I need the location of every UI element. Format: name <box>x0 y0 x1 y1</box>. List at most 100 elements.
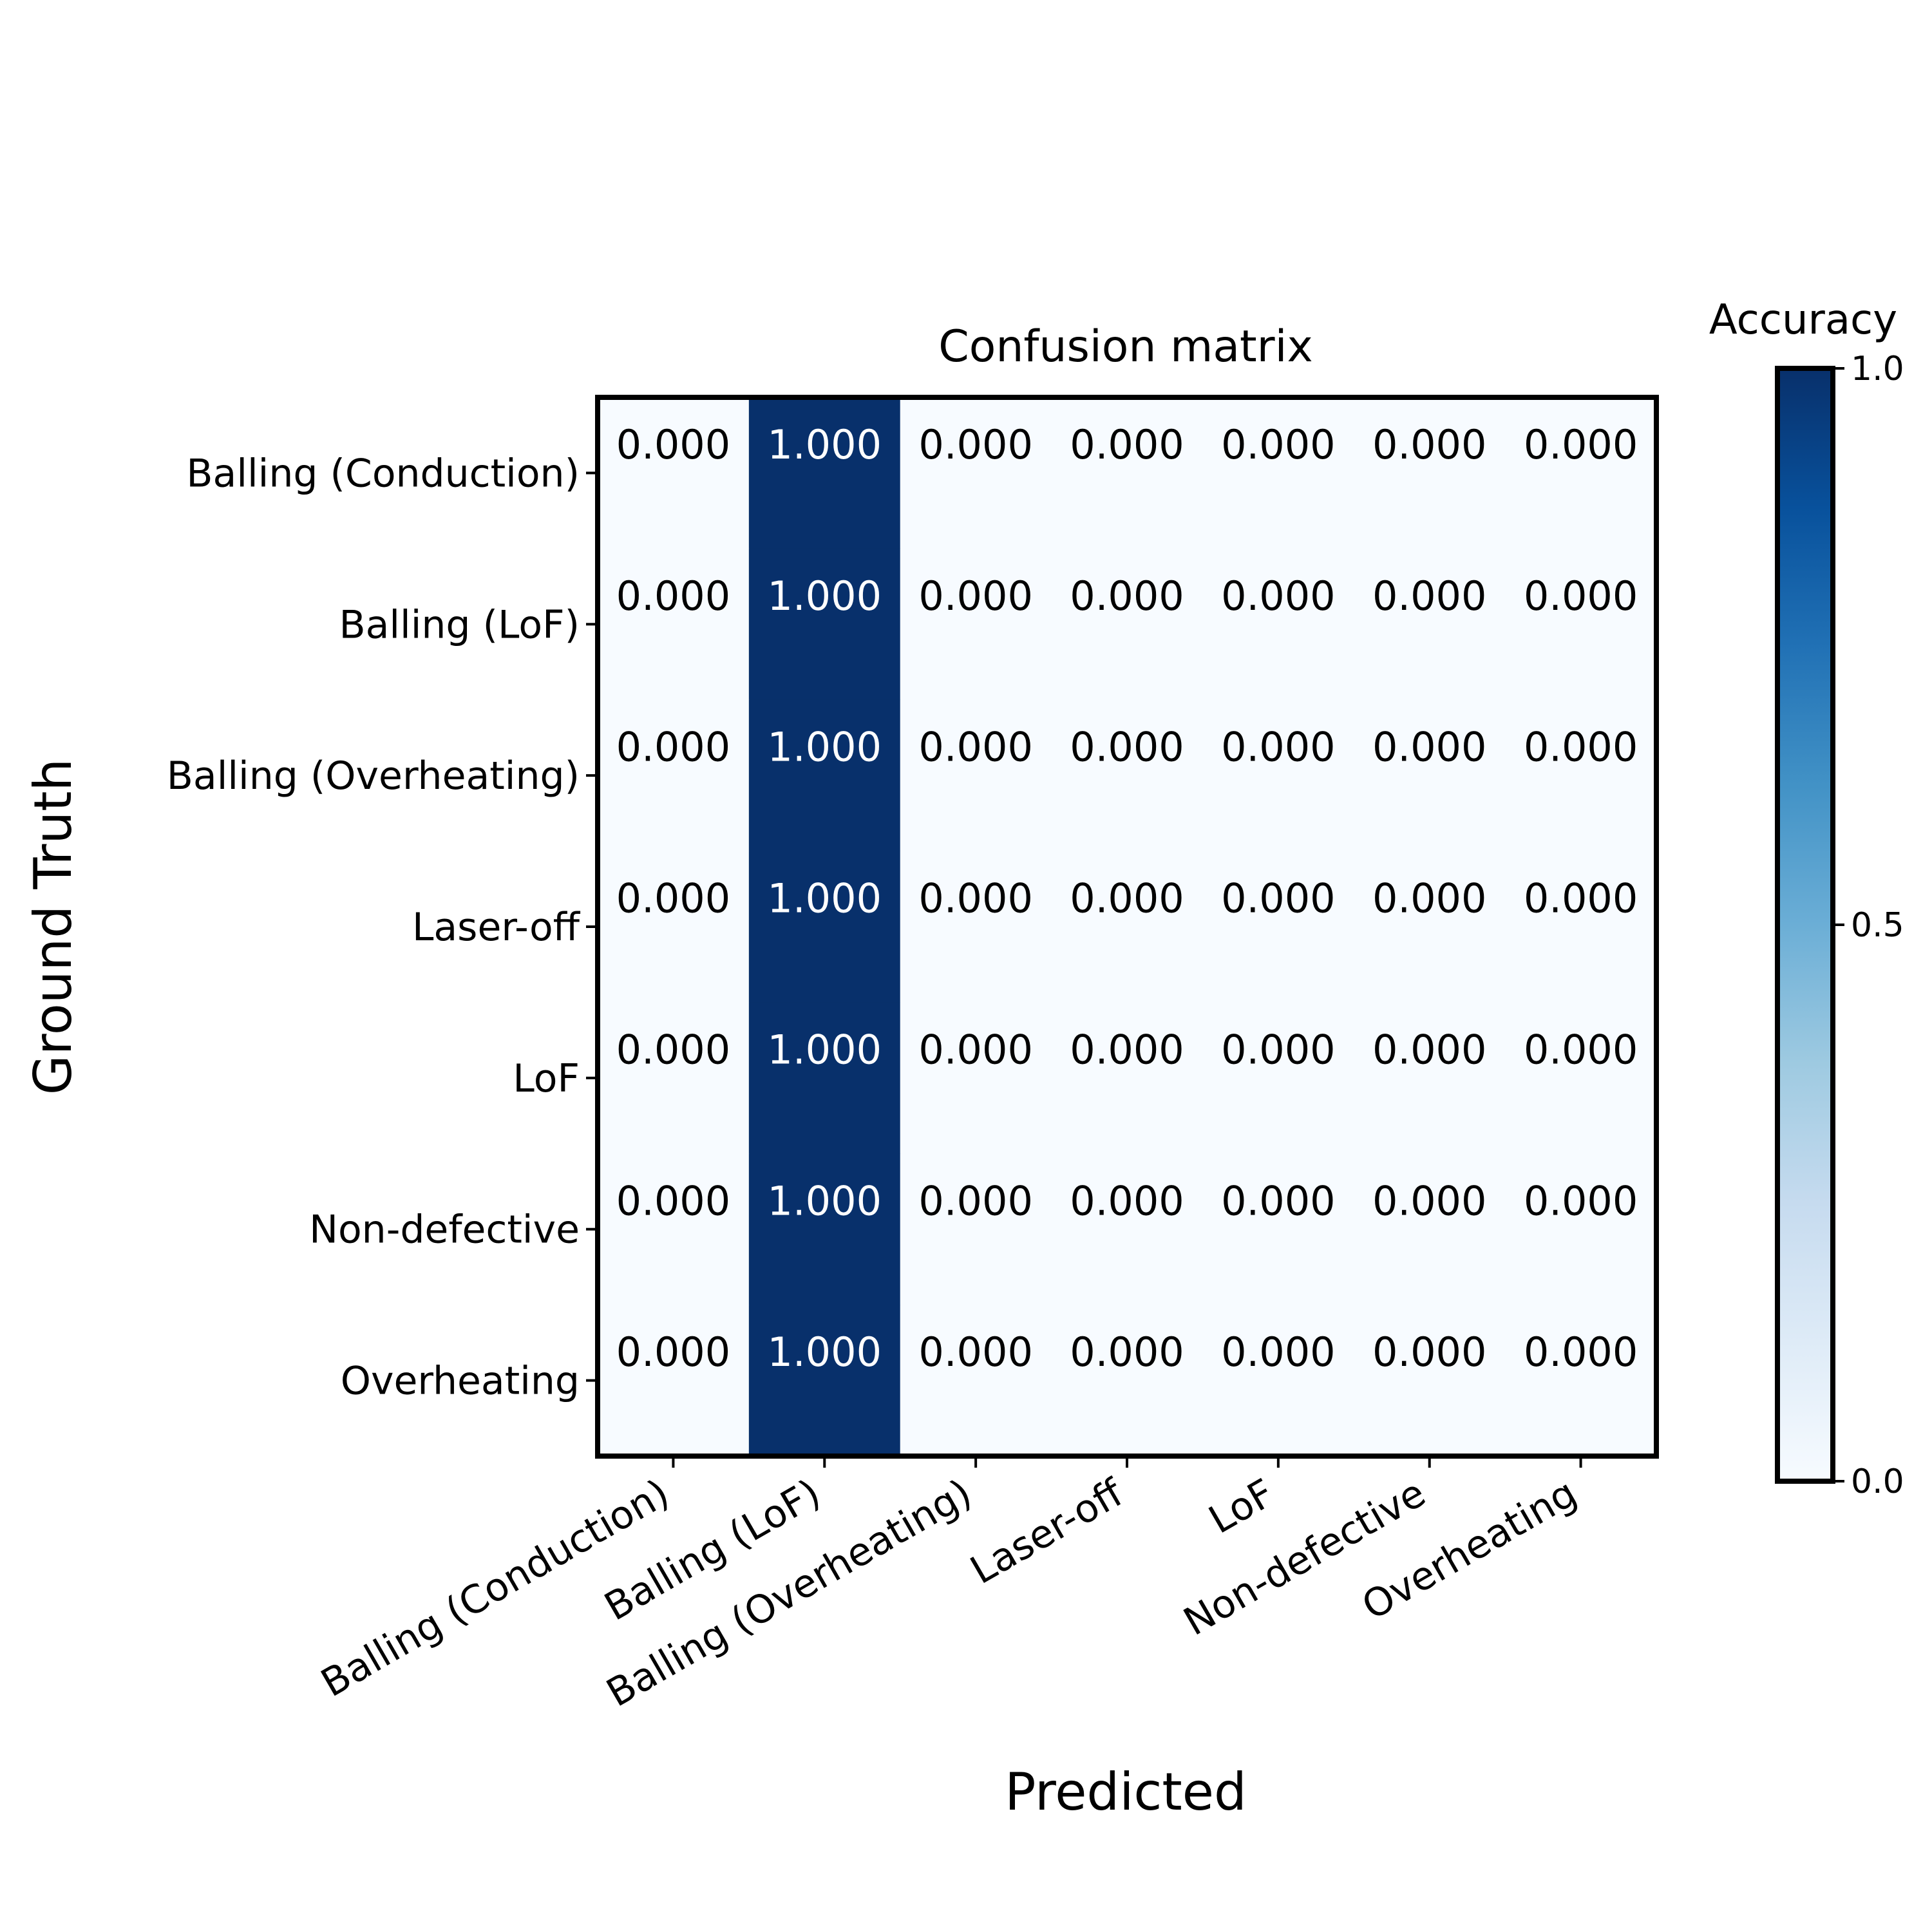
cell-value-label: 0.000 <box>918 573 1033 620</box>
heatmap-cell <box>748 397 901 549</box>
chart-title: Confusion matrix <box>938 321 1313 372</box>
heatmap-cell <box>900 851 1052 1003</box>
cell-value-label: 0.000 <box>1221 875 1336 922</box>
cell-value-label: 0.000 <box>1221 573 1336 620</box>
heatmap-cell <box>1051 699 1203 852</box>
heatmap-cell <box>1354 548 1506 701</box>
colorbar-gradient <box>1775 366 1835 1484</box>
cell-value-label: 0.000 <box>1372 724 1487 771</box>
cell-value-label: 0.000 <box>1070 1177 1184 1224</box>
cell-value-label: 0.000 <box>616 573 731 620</box>
heatmap-cell <box>900 1305 1052 1457</box>
cell-value-label: 0.000 <box>918 1177 1033 1224</box>
cell-value-label: 0.000 <box>1070 724 1184 771</box>
heatmap-cell <box>1051 851 1203 1003</box>
heatmap-cell <box>598 1002 750 1154</box>
x-tick-label: LoF <box>1202 1470 1282 1542</box>
cell-value-label: 0.000 <box>918 875 1033 922</box>
cell-value-label: 0.000 <box>918 1026 1033 1073</box>
heatmap-cell <box>1202 548 1354 701</box>
heatmap-cell <box>1202 1002 1354 1154</box>
cell-value-label: 0.000 <box>1372 421 1487 468</box>
heatmap-cell <box>1505 397 1657 549</box>
heatmap-cell <box>1505 851 1657 1003</box>
y-axis-label: Ground Truth <box>23 759 83 1095</box>
heatmap-cell <box>1202 1305 1354 1457</box>
cell-value-label: 1.000 <box>768 875 882 922</box>
cell-value-label: 0.000 <box>918 724 1033 771</box>
heatmap-cell <box>1354 851 1506 1003</box>
heatmap-cell <box>748 1153 901 1305</box>
cell-value-label: 0.000 <box>1070 573 1184 620</box>
cell-value-label: 0.000 <box>1372 1026 1487 1073</box>
heatmap-cell <box>1505 699 1657 852</box>
cell-value-label: 1.000 <box>768 573 882 620</box>
heatmap-cell <box>598 1153 750 1305</box>
cell-value-label: 0.000 <box>1221 421 1336 468</box>
cell-value-label: 0.000 <box>616 875 731 922</box>
heatmap-cell <box>1202 397 1354 549</box>
heatmap-cell <box>1202 1153 1354 1305</box>
cell-value-label: 0.000 <box>1221 1329 1336 1376</box>
x-tick-label: Laser-off <box>963 1470 1132 1593</box>
cell-value-label: 1.000 <box>768 1329 882 1376</box>
cell-value-label: 0.000 <box>616 724 731 771</box>
cell-value-label: 1.000 <box>768 421 882 468</box>
heatmap-cell <box>900 548 1052 701</box>
heatmap-cell <box>900 1153 1052 1305</box>
colorbar-tick-label: 0.0 <box>1851 1463 1904 1501</box>
cell-value-label: 0.000 <box>1221 724 1336 771</box>
cell-value-label: 0.000 <box>1524 1329 1638 1376</box>
colorbar-tick-label: 1.0 <box>1851 350 1904 388</box>
cell-value-label: 0.000 <box>1524 875 1638 922</box>
colorbar-tick-label: 0.5 <box>1851 906 1904 945</box>
cell-value-label: 0.000 <box>616 1026 731 1073</box>
plot-frame <box>595 395 1659 1459</box>
cell-value-label: 0.000 <box>1524 1177 1638 1224</box>
cell-value-label: 0.000 <box>1524 724 1638 771</box>
cell-value-label: 0.000 <box>1372 875 1487 922</box>
heatmap-cell <box>1354 1153 1506 1305</box>
cell-value-label: 0.000 <box>1221 1026 1336 1073</box>
heatmap-cell <box>1354 1305 1506 1457</box>
heatmap-cell <box>598 548 750 701</box>
heatmap-cell <box>1354 699 1506 852</box>
cell-value-label: 0.000 <box>1070 1329 1184 1376</box>
y-tick-label: Balling (Overheating) <box>167 753 580 799</box>
heatmap-cell <box>598 397 750 549</box>
heatmap-cell <box>748 699 901 852</box>
heatmap-cell <box>900 397 1052 549</box>
heatmap-cell <box>1505 1153 1657 1305</box>
x-axis-label: Predicted <box>1005 1762 1247 1822</box>
cell-value-label: 1.000 <box>768 724 882 771</box>
heatmap-cell <box>748 1002 901 1154</box>
heatmap-cell <box>1051 397 1203 549</box>
y-tick-label: Non-defective <box>309 1208 580 1253</box>
cell-value-label: 0.000 <box>918 1329 1033 1376</box>
heatmap-cells <box>598 397 1657 1457</box>
cell-value-label: 0.000 <box>616 1329 731 1376</box>
heatmap-cell <box>900 1002 1052 1154</box>
heatmap-cell <box>1354 1002 1506 1154</box>
cell-value-label: 0.000 <box>616 1177 731 1224</box>
y-tick-label: LoF <box>513 1056 580 1101</box>
heatmap-cell <box>1051 1305 1203 1457</box>
heatmap-cell <box>748 851 901 1003</box>
colorbar-label: Accuracy <box>1709 296 1897 344</box>
cell-value-label: 0.000 <box>1070 875 1184 922</box>
cell-value-label: 0.000 <box>1372 1329 1487 1376</box>
heatmap-cell <box>1505 548 1657 701</box>
cell-value-label: 0.000 <box>918 421 1033 468</box>
heatmap-cell <box>748 1305 901 1457</box>
y-tick-label: Balling (LoF) <box>339 602 580 647</box>
heatmap-cell <box>1505 1305 1657 1457</box>
colorbar-ticks: 0.0 0.5 1.0 <box>1835 350 1904 1501</box>
heatmap-cell <box>598 699 750 852</box>
y-tick-label: Balling (Conduction) <box>186 451 580 496</box>
y-tick-label: Laser-off <box>412 905 581 950</box>
cell-value-label: 1.000 <box>768 1177 882 1224</box>
cell-value-label: 0.000 <box>1070 1026 1184 1073</box>
cell-value-label: 1.000 <box>768 1026 882 1073</box>
heatmap-cell <box>1354 397 1506 549</box>
